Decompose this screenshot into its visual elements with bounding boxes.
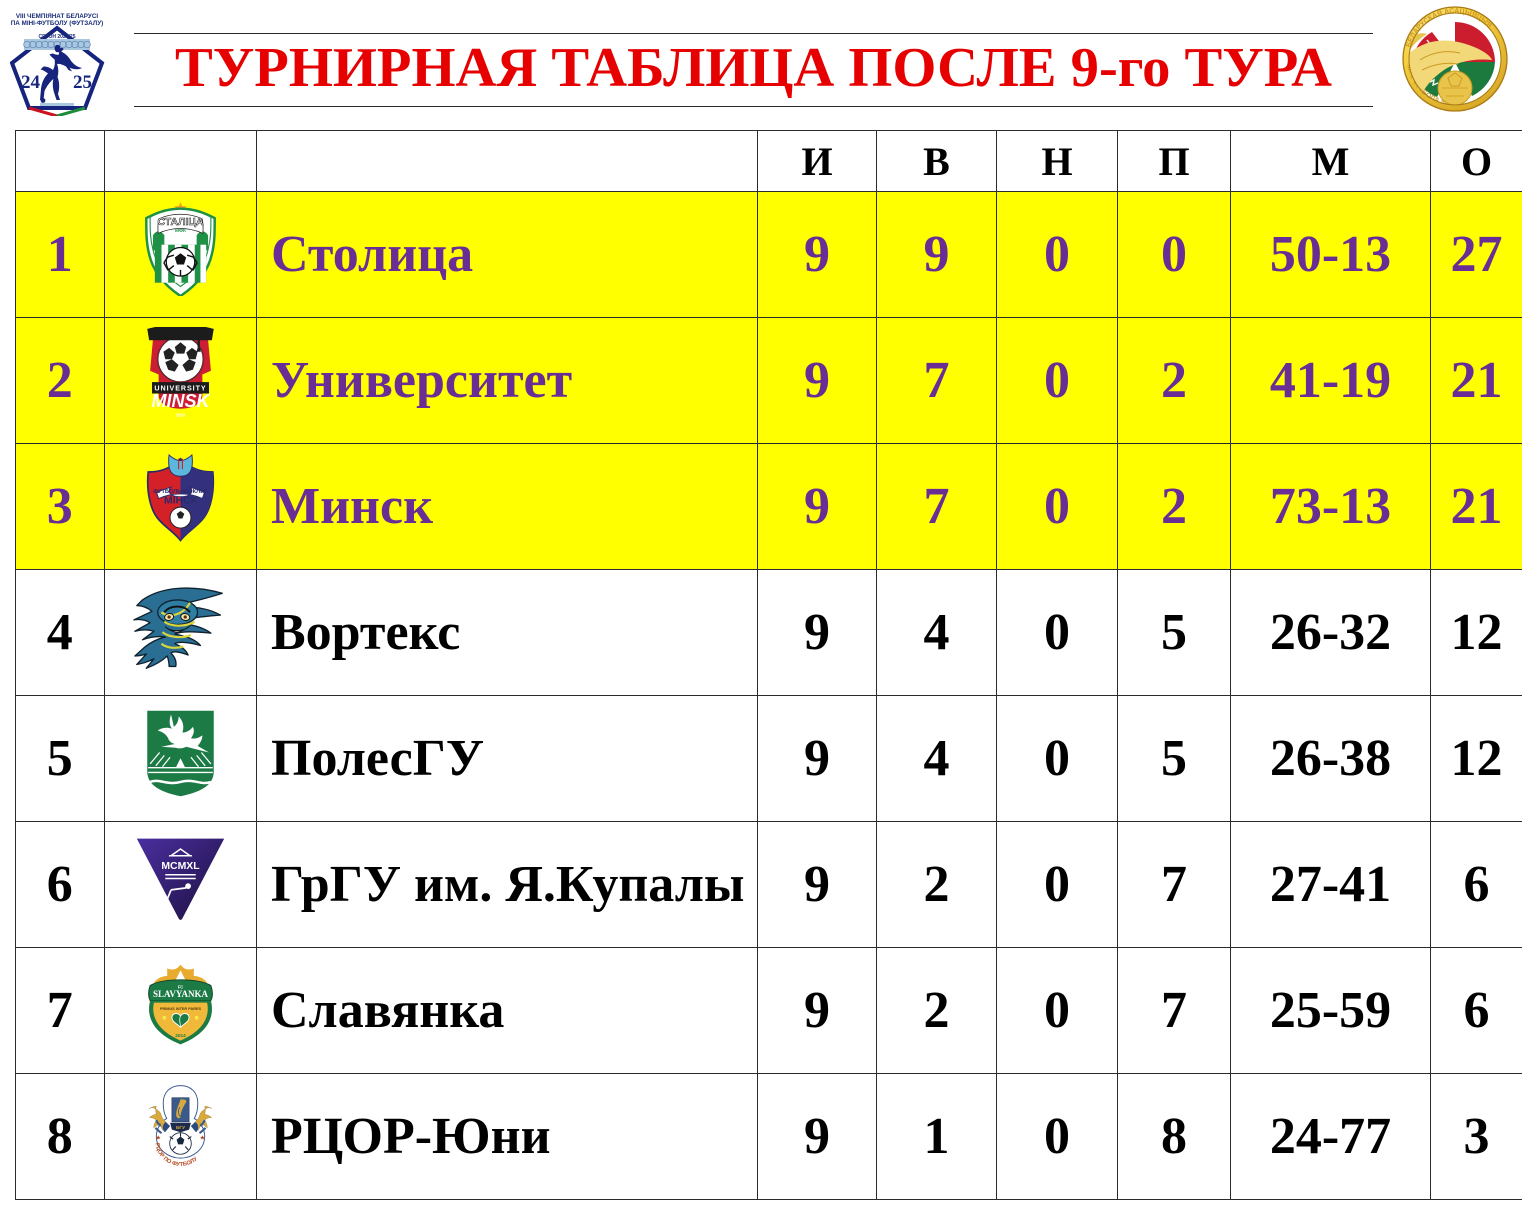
svg-text:СТАЛІЦА: СТАЛІЦА	[157, 216, 204, 227]
svg-text:MINSK: MINSK	[151, 390, 211, 410]
svg-text:МФК: МФК	[175, 227, 186, 233]
svg-text:MCMXL: MCMXL	[161, 861, 200, 872]
svg-text:2014: 2014	[175, 1032, 186, 1038]
svg-text:24: 24	[21, 72, 41, 93]
svg-text:25: 25	[73, 72, 92, 93]
svg-text:PRIMUS INTER PARES: PRIMUS INTER PARES	[160, 1007, 202, 1011]
svg-text:VIII ЧЕМПІЯНАТ БЕЛАРУСІ: VIII ЧЕМПІЯНАТ БЕЛАРУСІ	[16, 13, 99, 20]
svg-text:SLAVYANKA: SLAVYANKA	[153, 988, 209, 998]
svg-text:ФУТБОЛЬНЫ КЛУБ: ФУТБОЛЬНЫ КЛУБ	[153, 488, 207, 494]
svg-text:2016: 2016	[176, 412, 186, 417]
svg-text:МІНСК: МІНСК	[164, 495, 198, 506]
svg-text:БГУ: БГУ	[176, 1124, 185, 1130]
